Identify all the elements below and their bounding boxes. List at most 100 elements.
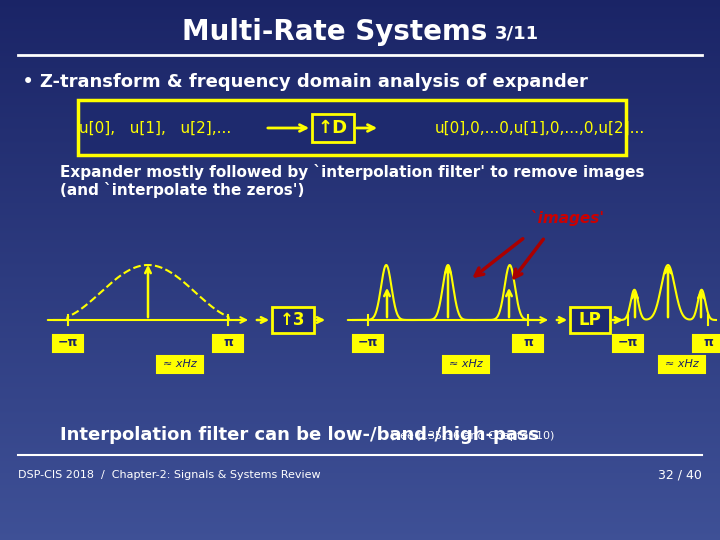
Bar — [0, 487, 720, 488]
Bar — [0, 429, 720, 430]
Bar — [0, 410, 720, 411]
Bar — [0, 228, 720, 229]
Bar — [0, 209, 720, 210]
Bar — [0, 290, 720, 291]
Bar — [0, 183, 720, 184]
Bar — [0, 318, 720, 319]
Bar — [0, 223, 720, 224]
Bar — [0, 222, 720, 223]
Bar — [0, 205, 720, 206]
Bar — [0, 17, 720, 18]
Bar — [0, 76, 720, 77]
Bar — [0, 392, 720, 393]
Bar — [0, 443, 720, 444]
Bar — [0, 442, 720, 443]
Bar — [0, 281, 720, 282]
Bar — [0, 38, 720, 39]
Bar — [0, 345, 720, 346]
Text: ≈ xHz: ≈ xHz — [665, 359, 699, 369]
Bar — [0, 240, 720, 241]
Bar — [0, 329, 720, 330]
Bar — [0, 304, 720, 305]
Bar — [0, 235, 720, 236]
Bar — [0, 192, 720, 193]
Bar — [0, 104, 720, 105]
Bar — [0, 430, 720, 431]
Bar — [0, 6, 720, 7]
Bar — [0, 461, 720, 462]
Bar — [0, 145, 720, 146]
Bar — [0, 275, 720, 276]
Bar — [0, 493, 720, 494]
Bar — [0, 30, 720, 31]
Bar — [0, 185, 720, 186]
Bar — [0, 206, 720, 207]
Bar — [0, 319, 720, 320]
Bar — [0, 144, 720, 145]
Bar — [0, 327, 720, 328]
Bar — [0, 208, 720, 209]
Bar — [0, 295, 720, 296]
Bar — [0, 342, 720, 343]
Bar — [0, 151, 720, 152]
Bar — [0, 74, 720, 75]
Bar — [0, 425, 720, 426]
Bar — [0, 481, 720, 482]
Bar — [0, 276, 720, 277]
Bar — [0, 186, 720, 187]
Bar — [0, 198, 720, 199]
Bar — [0, 5, 720, 6]
Bar — [0, 448, 720, 449]
Bar — [0, 315, 720, 316]
Bar — [0, 482, 720, 483]
Bar — [0, 403, 720, 404]
Bar — [0, 134, 720, 135]
Bar — [0, 44, 720, 45]
Bar — [0, 366, 720, 367]
Bar — [0, 252, 720, 253]
Bar — [0, 284, 720, 285]
Bar — [0, 249, 720, 250]
Bar — [0, 438, 720, 439]
Bar — [0, 277, 720, 278]
Bar — [0, 287, 720, 288]
Bar — [0, 181, 720, 182]
Bar — [0, 194, 720, 195]
Bar — [0, 95, 720, 96]
Bar — [0, 394, 720, 395]
Bar — [0, 480, 720, 481]
Bar — [0, 96, 720, 97]
Bar — [0, 360, 720, 361]
Text: u[0],0,...0,u[1],0,...,0,u[2]...: u[0],0,...0,u[1],0,...,0,u[2]... — [435, 120, 645, 136]
Bar — [0, 101, 720, 102]
Bar — [0, 35, 720, 36]
Bar — [0, 408, 720, 409]
Bar — [0, 45, 720, 46]
Bar — [0, 224, 720, 225]
Bar — [0, 299, 720, 300]
Bar — [0, 78, 720, 79]
Bar — [0, 523, 720, 524]
Bar — [0, 286, 720, 287]
Bar — [0, 82, 720, 83]
Text: π: π — [223, 336, 233, 349]
Bar — [0, 353, 720, 354]
Bar — [0, 169, 720, 170]
Text: `images': `images' — [530, 210, 604, 226]
Bar — [0, 106, 720, 107]
Bar — [0, 363, 720, 364]
Bar — [0, 180, 720, 181]
Bar — [0, 133, 720, 134]
Text: π: π — [703, 336, 713, 349]
Bar — [0, 506, 720, 507]
Bar — [0, 190, 720, 191]
Text: π: π — [523, 336, 533, 349]
Text: Expander mostly followed by `interpolation filter' to remove images: Expander mostly followed by `interpolati… — [60, 164, 644, 180]
Bar — [0, 362, 720, 363]
Bar — [0, 355, 720, 356]
Text: −π: −π — [618, 336, 638, 349]
Bar — [0, 234, 720, 235]
Bar — [0, 199, 720, 200]
Bar — [0, 280, 720, 281]
Bar — [0, 56, 720, 57]
